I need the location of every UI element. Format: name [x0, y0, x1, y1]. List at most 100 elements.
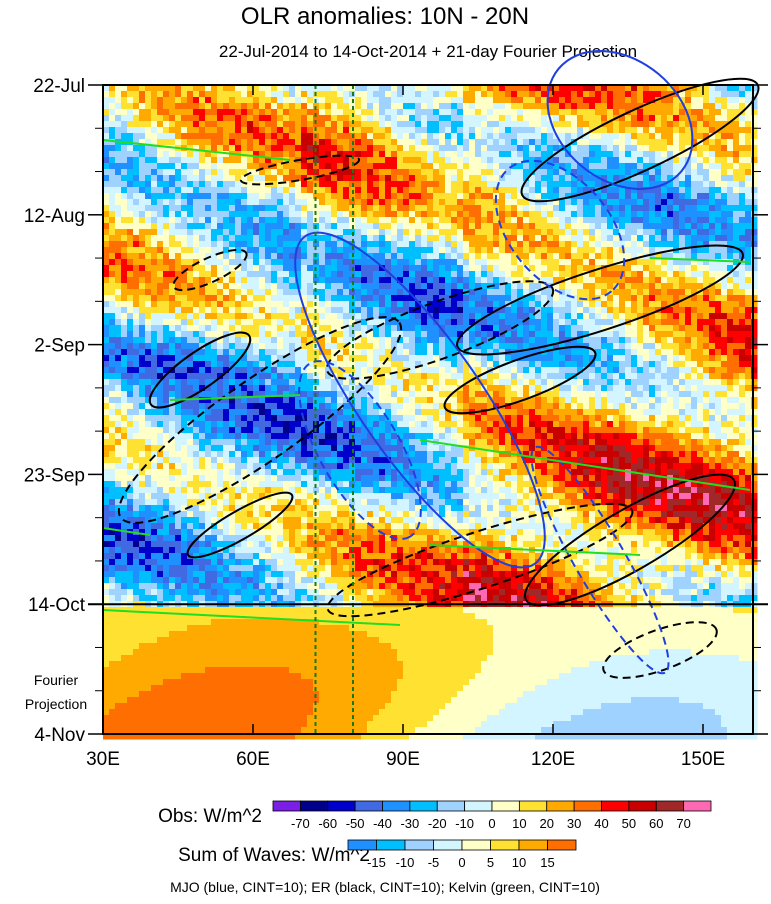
- heatmap-cell: [661, 157, 668, 164]
- heatmap-cell: [463, 277, 470, 284]
- heatmap-cell: [709, 193, 716, 200]
- heatmap-cell: [721, 97, 728, 104]
- heatmap-cell: [199, 355, 206, 362]
- heatmap-cell: [421, 115, 428, 122]
- heatmap-cell: [169, 211, 176, 218]
- heatmap-cell: [151, 121, 158, 128]
- heatmap-cell: [733, 85, 740, 92]
- heatmap-cell: [127, 109, 134, 116]
- heatmap-cell: [457, 313, 464, 320]
- heatmap-cell: [667, 181, 674, 188]
- heatmap-cell: [607, 307, 614, 314]
- heatmap-cell: [379, 109, 386, 116]
- heatmap-cell: [361, 349, 368, 356]
- heatmap-cell: [409, 313, 416, 320]
- heatmap-cell: [541, 127, 548, 134]
- heatmap-cell: [727, 115, 734, 122]
- heatmap-cell: [355, 253, 362, 260]
- heatmap-cell: [703, 205, 710, 212]
- heatmap-cell: [229, 169, 236, 176]
- heatmap-cell: [247, 217, 254, 224]
- heatmap-cell: [187, 241, 194, 248]
- heatmap-cell: [181, 235, 188, 242]
- heatmap-cell: [745, 283, 752, 290]
- heatmap-cell: [415, 337, 422, 344]
- heatmap-cell: [535, 205, 542, 212]
- heatmap-cell: [505, 217, 512, 224]
- heatmap-cell: [469, 307, 476, 314]
- heatmap-cell: [535, 91, 542, 98]
- heatmap-cell: [547, 151, 554, 158]
- heatmap-cell: [307, 109, 314, 116]
- heatmap-cell: [217, 109, 224, 116]
- heatmap-cell: [751, 265, 758, 272]
- heatmap-cell: [379, 151, 386, 158]
- heatmap-cell: [631, 295, 638, 302]
- heatmap-cell: [703, 295, 710, 302]
- heatmap-cell: [685, 343, 692, 350]
- heatmap-cell: [439, 139, 446, 146]
- heatmap-cell: [601, 355, 608, 362]
- heatmap-cell: [691, 91, 698, 98]
- heatmap-cell: [469, 331, 476, 338]
- heatmap-cell: [697, 265, 704, 272]
- heatmap-cell: [175, 127, 182, 134]
- heatmap-cell: [265, 295, 272, 302]
- heatmap-cell: [187, 247, 194, 254]
- heatmap-cell: [355, 355, 362, 362]
- heatmap-cell: [631, 325, 638, 332]
- heatmap-cell: [661, 247, 668, 254]
- heatmap-cell: [151, 247, 158, 254]
- heatmap-cell: [553, 103, 560, 110]
- heatmap-cell: [301, 115, 308, 122]
- heatmap-cell: [535, 127, 542, 134]
- heatmap-cell: [199, 187, 206, 194]
- heatmap-cell: [115, 205, 122, 212]
- heatmap-cell: [565, 259, 572, 266]
- heatmap-cell: [187, 235, 194, 242]
- heatmap-cell: [523, 283, 530, 290]
- heatmap-cell: [223, 199, 230, 206]
- heatmap-cell: [553, 343, 560, 350]
- heatmap-cell: [241, 355, 248, 362]
- heatmap-cell: [397, 337, 404, 344]
- heatmap-cell: [685, 313, 692, 320]
- heatmap-cell: [505, 151, 512, 158]
- heatmap-cell: [493, 217, 500, 224]
- heatmap-cell: [733, 193, 740, 200]
- heatmap-cell: [337, 91, 344, 98]
- heatmap-cell: [115, 181, 122, 188]
- heatmap-cell: [151, 139, 158, 146]
- heatmap-cell: [607, 205, 614, 212]
- heatmap-cell: [583, 277, 590, 284]
- heatmap-cell: [265, 343, 272, 350]
- heatmap-cell: [283, 127, 290, 134]
- heatmap-cell: [625, 193, 632, 200]
- heatmap-cell: [631, 235, 638, 242]
- heatmap-cell: [145, 157, 152, 164]
- heatmap-cell: [553, 337, 560, 344]
- heatmap-cell: [415, 271, 422, 278]
- heatmap-cell: [415, 307, 422, 314]
- heatmap-cell: [487, 97, 494, 104]
- heatmap-cell: [487, 211, 494, 218]
- heatmap-cell: [637, 277, 644, 284]
- heatmap-cell: [631, 307, 638, 314]
- heatmap-cell: [619, 157, 626, 164]
- heatmap-cell: [259, 157, 266, 164]
- heatmap-cell: [313, 109, 320, 116]
- heatmap-cell: [343, 283, 350, 290]
- heatmap-cell: [457, 151, 464, 158]
- heatmap-cell: [739, 115, 746, 122]
- heatmap-cell: [247, 205, 254, 212]
- heatmap-cell: [601, 325, 608, 332]
- heatmap-cell: [565, 223, 572, 230]
- heatmap-cell: [319, 127, 326, 134]
- heatmap-cell: [739, 145, 746, 152]
- heatmap-cell: [559, 259, 566, 266]
- heatmap-cell: [727, 259, 734, 266]
- heatmap-cell: [631, 349, 638, 356]
- heatmap-cell: [307, 229, 314, 236]
- heatmap-cell: [733, 91, 740, 98]
